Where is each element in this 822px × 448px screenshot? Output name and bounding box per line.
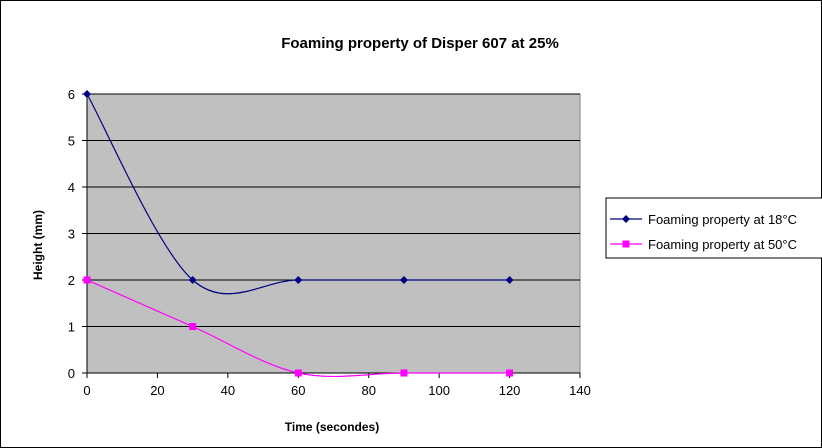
legend-marker	[622, 240, 630, 248]
y-tick-label: 3	[68, 227, 75, 242]
data-point	[83, 276, 91, 284]
y-axis-ticks: 0 1 2 3 4 5 6	[68, 87, 87, 381]
data-point	[189, 323, 197, 330]
data-point	[83, 90, 91, 98]
y-tick-label: 2	[68, 273, 75, 288]
x-tick-label: 120	[499, 383, 521, 398]
data-point	[188, 276, 197, 284]
legend-label: Foaming property at 18°C	[648, 212, 797, 227]
legend-label: Foaming property at 50°C	[648, 237, 797, 252]
y-tick-label: 4	[68, 180, 75, 195]
series-1	[83, 90, 514, 295]
x-tick-label: 40	[221, 383, 235, 398]
y-tick-label: 5	[68, 134, 75, 149]
x-axis-label: Time (secondes)	[285, 420, 379, 434]
legend: Foaming property at 18°C Foaming property…	[605, 197, 822, 259]
y-tick-label: 6	[68, 87, 75, 102]
data-point	[400, 369, 408, 377]
x-tick-label: 140	[569, 383, 591, 398]
x-tick-label: 0	[83, 383, 90, 398]
x-tick-label: 20	[150, 383, 164, 398]
y-tick-label: 1	[68, 320, 75, 335]
legend-marker	[622, 215, 630, 223]
data-point	[399, 276, 408, 284]
series-layer	[83, 90, 514, 378]
series-2	[83, 276, 514, 378]
x-tick-label: 100	[428, 383, 450, 398]
legend-box	[605, 197, 822, 259]
data-point	[505, 276, 514, 284]
x-tick-label: 60	[291, 383, 305, 398]
series-line	[86, 93, 510, 295]
x-tick-label: 80	[361, 383, 375, 398]
y-axis-label: Height (mm)	[31, 210, 45, 280]
y-tick-label: 0	[68, 366, 75, 381]
legend-item: Foaming property at 18°C	[610, 212, 797, 227]
chart-title: Foaming property of Disper 607 at 25%	[281, 35, 559, 52]
x-axis-ticks: 0 20 40 60 80 100 120 140	[83, 373, 591, 398]
data-point	[506, 369, 514, 377]
legend-item: Foaming property at 50°C	[610, 237, 797, 252]
data-point	[294, 276, 303, 284]
data-point	[294, 369, 302, 377]
